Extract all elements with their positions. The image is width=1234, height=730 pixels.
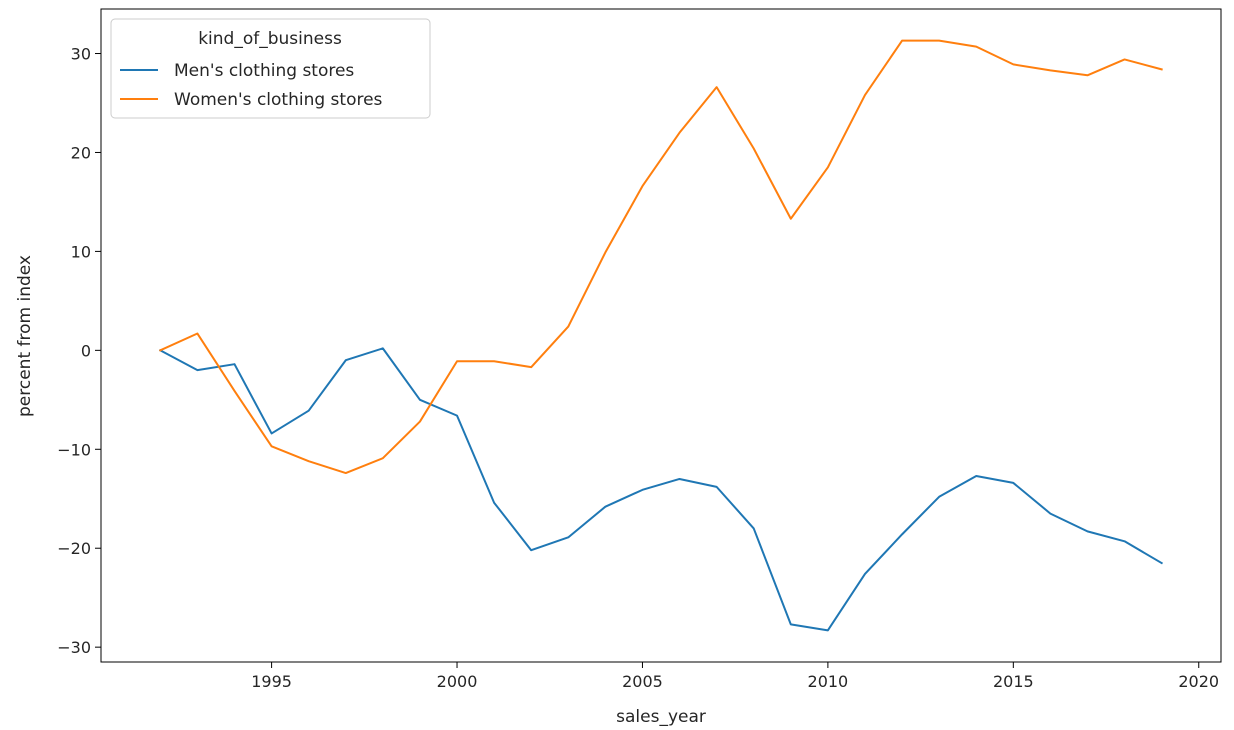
axes-spines (100, 8, 1222, 663)
x-tick-label: 2005 (622, 672, 663, 691)
y-tick-label: 30 (71, 45, 91, 64)
x-axis: 1995 2000 2005 2010 2015 2020 (251, 662, 1219, 691)
y-tick-label: −30 (57, 638, 91, 657)
y-axis: −30 −20 −10 0 10 20 30 (57, 45, 101, 657)
series-line-mens (158, 347, 1164, 632)
y-tick-label: −20 (57, 539, 91, 558)
y-tick-label: 20 (71, 143, 91, 162)
x-tick-label: 2000 (437, 672, 478, 691)
series-line-womens (159, 39, 1163, 475)
x-tick-label: 2010 (808, 672, 849, 691)
legend-label-womens: Women's clothing stores (174, 90, 383, 110)
legend-label-mens: Men's clothing stores (174, 61, 354, 81)
x-tick-label: 2020 (1178, 672, 1219, 691)
y-axis-label: percent from index (15, 255, 35, 417)
series-layer (158, 39, 1164, 632)
legend-title: kind_of_business (198, 29, 342, 49)
y-tick-label: 0 (81, 341, 91, 360)
legend: kind_of_business Men's clothing stores W… (110, 18, 431, 119)
y-tick-label: 10 (71, 242, 91, 261)
x-axis-label: sales_year (616, 707, 706, 727)
axes-frame (100, 8, 1222, 663)
y-tick-label: −10 (57, 440, 91, 459)
legend-box (110, 18, 431, 119)
x-tick-label: 1995 (251, 672, 292, 691)
x-tick-label: 2015 (993, 672, 1034, 691)
